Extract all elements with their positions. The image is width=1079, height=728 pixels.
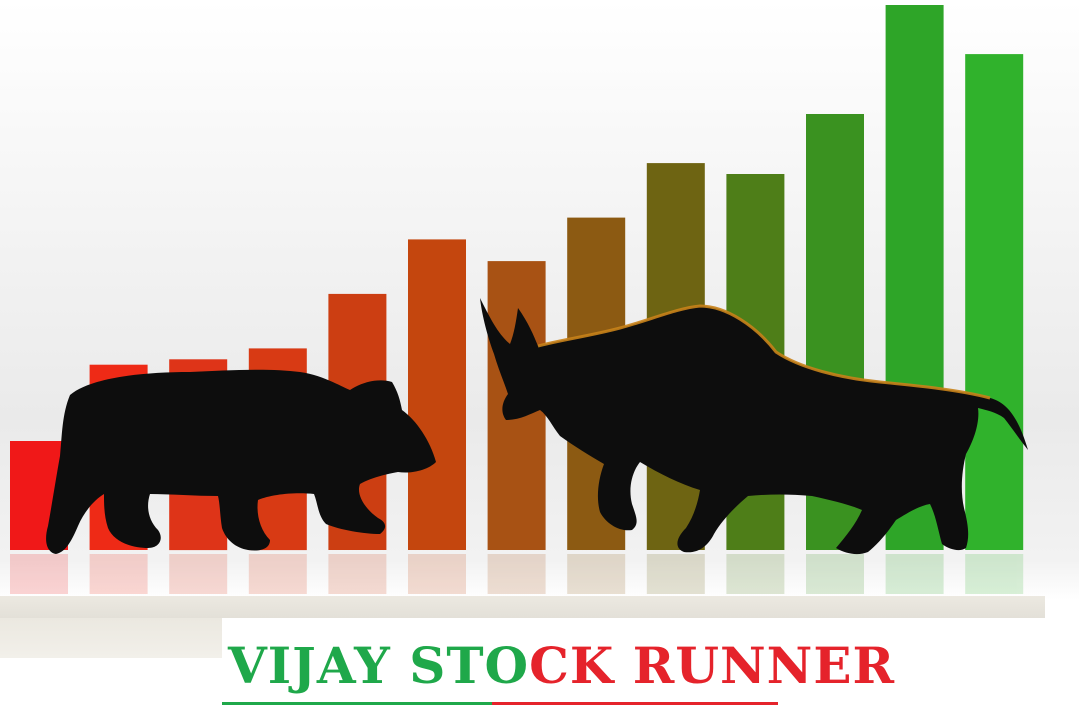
- brand-title-green: VIJAY STO: [228, 636, 530, 695]
- chart-bar-reflection: [248, 554, 307, 594]
- chart-bar-reflection: [806, 554, 864, 594]
- chart-bar: [965, 54, 1024, 550]
- chart-bar-reflection: [487, 554, 546, 594]
- brand-underline-green: [222, 702, 492, 705]
- chart-bar-reflection: [10, 554, 68, 594]
- floor-shadow: [0, 618, 222, 658]
- chart-bar-reflection: [646, 554, 705, 594]
- chart-bar-reflection: [567, 554, 626, 594]
- floor-strip: [0, 596, 1045, 618]
- brand-title: VIJAY STOCK RUNNER: [228, 638, 895, 694]
- brand-wordmark: VIJAY STOCK RUNNER: [222, 632, 894, 706]
- chart-bar-reflection: [169, 554, 228, 594]
- chart-bar-reflection: [726, 554, 785, 594]
- brand-title-red: CK RUNNER: [529, 636, 896, 695]
- chart-bar-reflection: [89, 554, 148, 594]
- bear-silhouette-icon: [46, 369, 436, 554]
- chart-bar-reflection: [408, 554, 466, 594]
- chart-bar: [408, 239, 466, 550]
- chart-bar-reflection: [885, 554, 944, 594]
- bull-silhouette-icon: [480, 298, 1028, 555]
- chart-bar-reflection: [328, 554, 387, 594]
- chart-bar-reflection: [965, 554, 1024, 594]
- brand-underline-red: [492, 702, 778, 705]
- bar-chart-illustration: [10, 5, 1028, 594]
